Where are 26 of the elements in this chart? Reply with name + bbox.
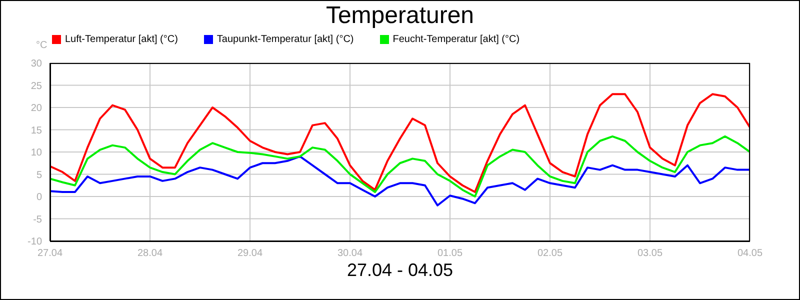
y-tick-label: -5	[33, 214, 42, 226]
x-tick-label: 28.04	[137, 248, 163, 260]
y-tick-label: 20	[30, 103, 42, 114]
y-tick-label: 25	[30, 80, 42, 92]
chart-title: Temperaturen	[324, 2, 476, 30]
x-tick-label: 01.05	[437, 248, 463, 260]
y-tick-label: 15	[30, 125, 42, 136]
x-tick-label: 03.05	[637, 248, 663, 260]
y-tick-label: 30	[30, 58, 42, 70]
legend-label: Taupunkt-Temperatur [akt] (°C)	[216, 34, 354, 45]
line-series	[50, 155, 750, 206]
x-axis-title: 27.04 - 04.05	[346, 260, 454, 281]
y-tick-label: -10	[28, 236, 42, 248]
y-tick-label: 5	[36, 170, 42, 181]
x-tick-label: 27.04	[37, 248, 63, 260]
line-series	[50, 93, 750, 194]
y-axis-title: °C	[36, 40, 48, 51]
x-tick-label: 02.05	[537, 248, 563, 260]
x-tick-label: 29.04	[237, 248, 263, 260]
x-tick-label: 04.05	[737, 248, 763, 260]
legend-label: Feucht-Temperatur [akt] (°C)	[392, 34, 520, 45]
x-tick-label: 30.04	[337, 248, 363, 260]
y-tick-label: 10	[30, 148, 42, 159]
y-tick-label: 0	[36, 192, 42, 204]
line-series	[50, 135, 750, 198]
legend-label: Luft-Temperatur [akt] (°C)	[65, 34, 178, 45]
